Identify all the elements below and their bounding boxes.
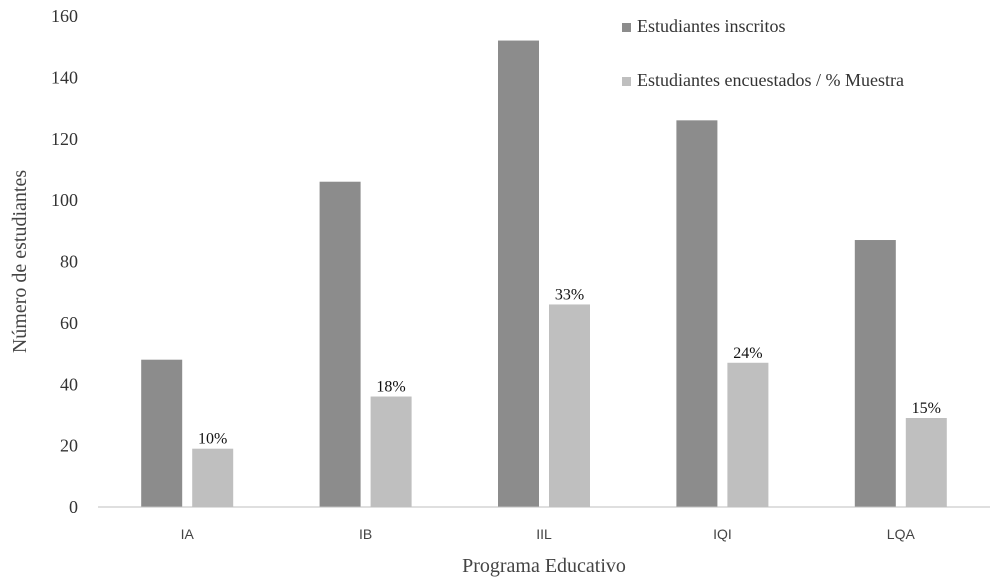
bar: [905, 418, 947, 507]
data-label: 33%: [555, 286, 584, 303]
data-label: 24%: [733, 345, 762, 362]
legend-swatch: [622, 77, 631, 86]
x-tick-label: IB: [359, 526, 372, 542]
y-tick-label: 140: [51, 67, 78, 87]
legend-label: Estudiantes inscritos: [637, 16, 785, 36]
data-label: 15%: [912, 400, 941, 417]
y-tick-label: 120: [51, 129, 78, 149]
bar: [498, 40, 539, 508]
bar: [676, 120, 718, 508]
y-tick-label: 40: [60, 374, 78, 394]
data-labels: 10% 18% 33% 24% 15%: [198, 286, 941, 447]
y-tick-label: 80: [60, 252, 78, 272]
data-label: 18%: [376, 379, 405, 396]
x-axis-title: Programa Educativo: [462, 555, 626, 577]
y-tick-label: 20: [60, 436, 78, 456]
data-label: 10%: [198, 431, 227, 448]
x-tick-label: IQI: [713, 526, 732, 542]
bar: [727, 362, 769, 507]
bar: [141, 359, 183, 507]
legend-label: Estudiantes encuestados / % Muestra: [637, 70, 904, 90]
y-tick-label: 100: [51, 190, 78, 210]
legend-swatch: [622, 23, 631, 32]
x-axis-ticks: IA IB IIL IQI LQA: [181, 526, 916, 542]
bar: [192, 448, 234, 507]
bar: [549, 304, 590, 507]
bar: [370, 396, 412, 507]
bar: [854, 240, 896, 508]
x-tick-label: IIL: [536, 526, 552, 542]
y-axis-title: Número de estudiantes: [9, 170, 31, 353]
y-axis-ticks: 0 20 40 60 80 100 120 140 160: [51, 6, 78, 517]
y-tick-label: 0: [69, 497, 78, 517]
legend: Estudiantes inscritos Estudiantes encuest…: [622, 16, 904, 90]
y-tick-label: 160: [51, 6, 78, 26]
y-tick-label: 60: [60, 313, 78, 333]
x-tick-label: IA: [181, 526, 195, 542]
bar: [319, 181, 361, 507]
bars: [141, 40, 947, 508]
x-tick-label: LQA: [887, 526, 916, 542]
